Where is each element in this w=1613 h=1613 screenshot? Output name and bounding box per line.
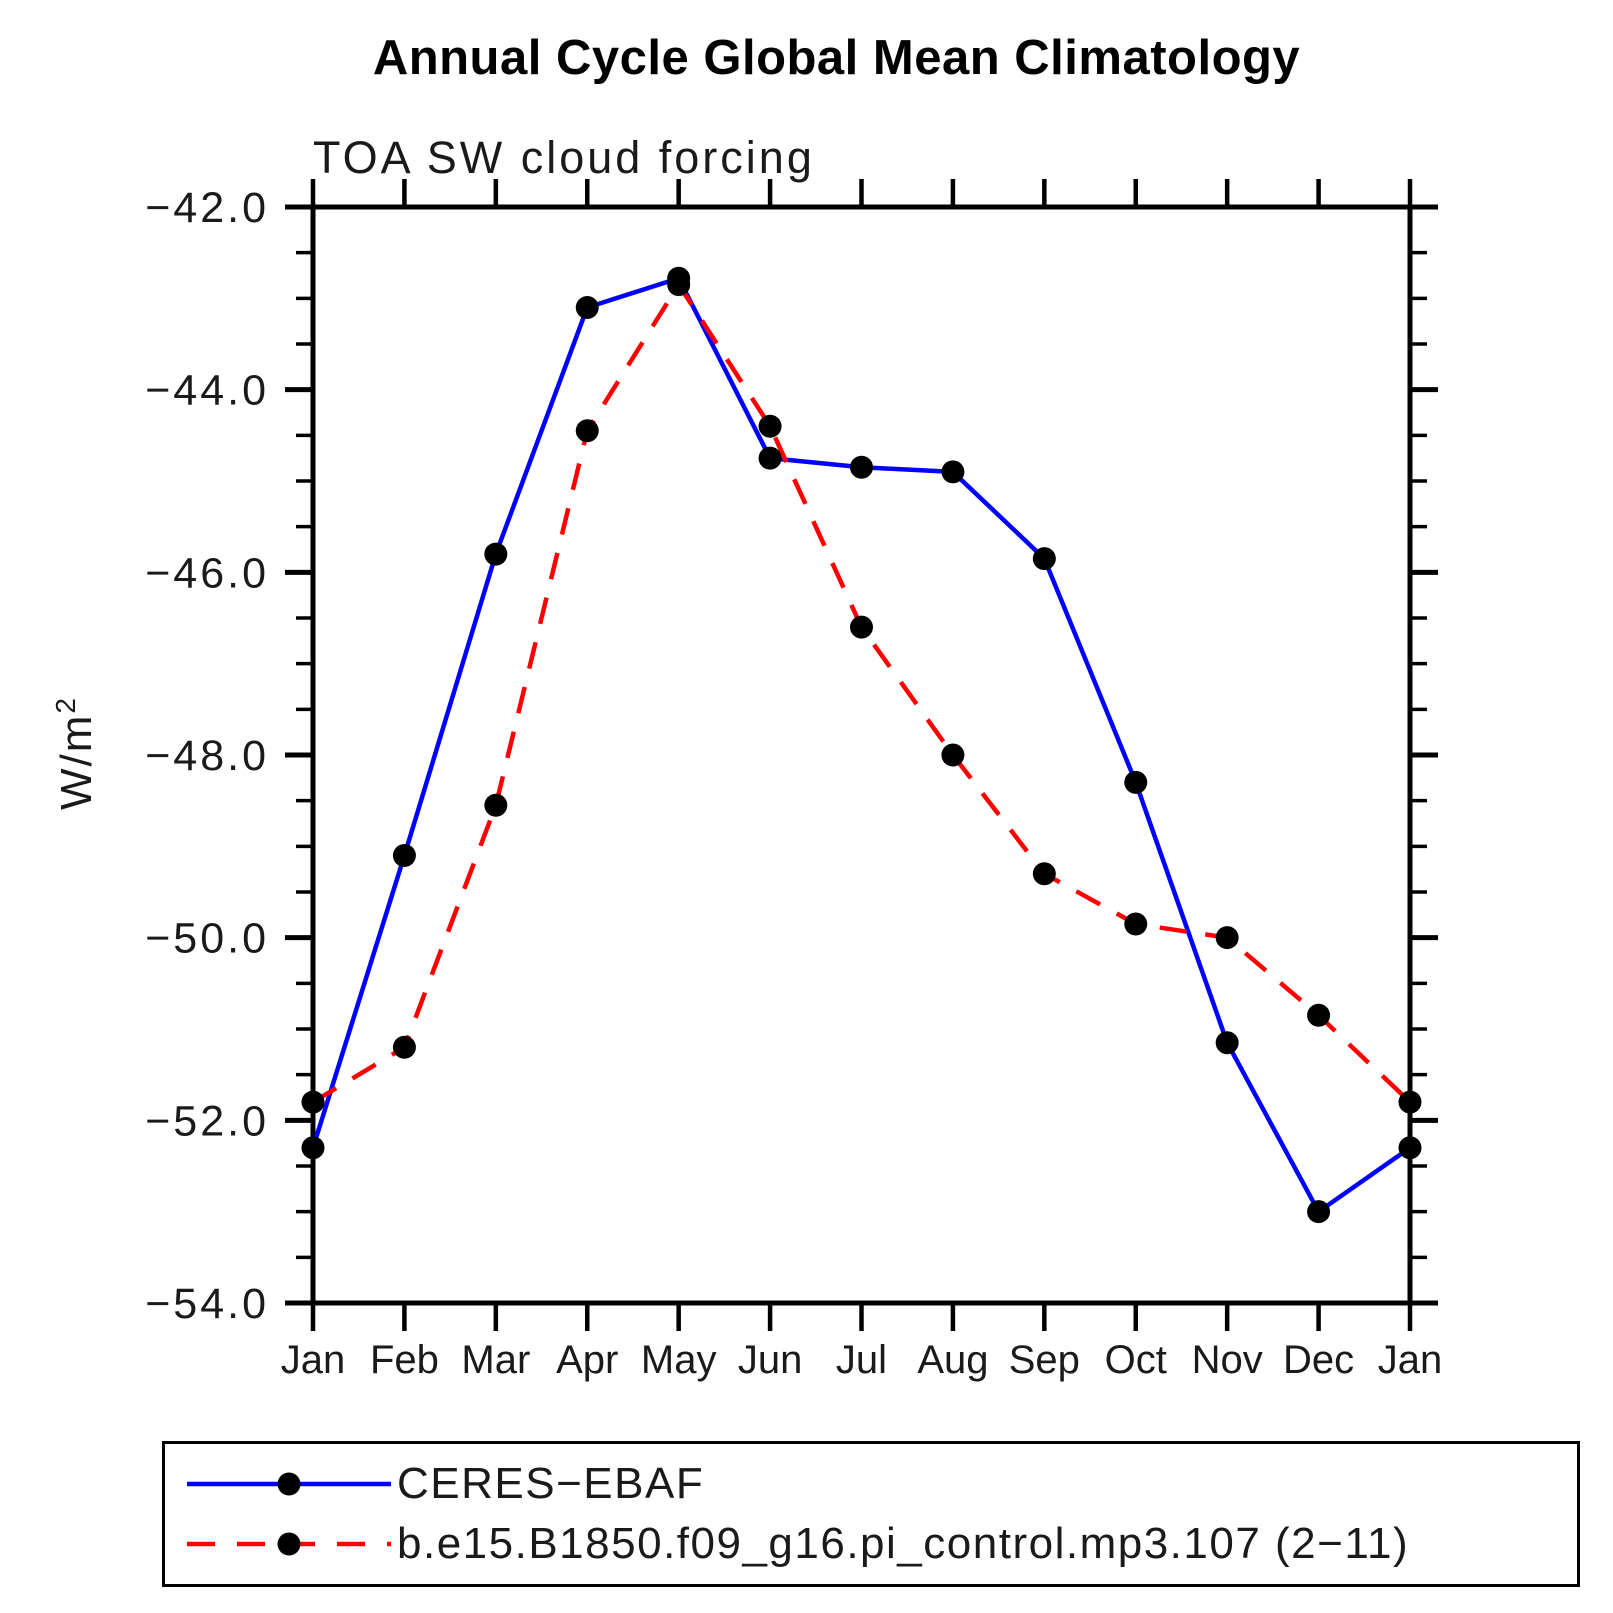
data-point-marker-series-1: [301, 1090, 325, 1114]
data-point-marker-series-1: [392, 1035, 416, 1059]
x-tick-label: Nov: [1192, 1338, 1263, 1382]
y-tick-label: −54.0: [145, 1280, 269, 1328]
data-point-marker-series-0: [301, 1136, 325, 1160]
x-tick-label: Jan: [1378, 1338, 1443, 1382]
legend-sample-dashed-line-icon: [187, 1532, 391, 1556]
series-line-1: [311, 282, 1412, 1104]
legend-label-observation: CERES−EBAF: [397, 1459, 705, 1508]
x-tick-label: Aug: [917, 1338, 988, 1382]
x-tick-label: Jun: [738, 1338, 803, 1382]
data-point-marker-series-0: [1124, 770, 1148, 794]
legend-item-observation: CERES−EBAF: [185, 1459, 1577, 1508]
chart-title: Annual Cycle Global Mean Climatology: [372, 31, 1301, 85]
data-point-marker-series-0: [484, 542, 508, 566]
series-line-0: [310, 275, 1412, 1214]
data-point-marker-series-1: [1398, 1090, 1422, 1114]
y-tick-label: −52.0: [145, 1097, 269, 1145]
x-tick-label: Dec: [1283, 1338, 1354, 1382]
x-tick-label: Sep: [1009, 1338, 1080, 1382]
x-tick-label: Apr: [556, 1338, 618, 1382]
data-point-marker-series-1: [941, 743, 965, 767]
chart-subtitle: TOA SW cloud forcing: [313, 132, 815, 183]
data-point-marker-series-1: [484, 793, 508, 817]
data-point-marker-series-1: [1032, 862, 1056, 886]
data-point-marker-series-0: [941, 460, 965, 484]
data-point-marker-series-1: [1124, 912, 1148, 936]
data-point-marker-series-0: [758, 446, 782, 470]
y-tick-label: −48.0: [145, 732, 269, 780]
data-point-marker-series-0: [1398, 1136, 1422, 1160]
plot-frame: [310, 204, 1413, 1306]
x-tick-label: Mar: [461, 1338, 530, 1382]
legend-label-model: b.e15.B1850.f09_g16.pi_control.mp3.107 (…: [397, 1519, 1410, 1568]
data-point-marker-series-1: [575, 419, 599, 443]
data-point-marker-series-1: [850, 615, 873, 639]
y-tick-label: −50.0: [145, 915, 269, 963]
data-point-marker-series-1: [758, 414, 782, 438]
data-point-marker-series-0: [850, 455, 873, 479]
y-tick-label: −42.0: [145, 184, 269, 232]
legend-item-model: b.e15.B1850.f09_g16.pi_control.mp3.107 (…: [185, 1519, 1577, 1568]
data-point-marker-series-0: [575, 295, 599, 319]
x-tick-label: Feb: [370, 1338, 439, 1382]
legend: CERES−EBAF b.e15.B1850.f09_g16.pi_contro…: [162, 1441, 1580, 1587]
x-tick-label: Jan: [281, 1338, 346, 1382]
data-point-marker-series-0: [1215, 1031, 1239, 1055]
x-tick-label: Jul: [836, 1338, 887, 1382]
data-point-marker-series-0: [1032, 547, 1056, 571]
legend-sample-solid-line-icon: [187, 1472, 391, 1496]
x-tick-label: Oct: [1105, 1338, 1167, 1382]
data-point-marker-series-1: [667, 273, 691, 297]
y-tick-label: −44.0: [145, 367, 269, 415]
data-point-marker-series-0: [1307, 1200, 1331, 1224]
data-point-marker-series-1: [1215, 926, 1239, 950]
y-tick-label: −46.0: [145, 549, 269, 597]
data-point-marker-series-0: [392, 843, 416, 867]
x-tick-label: May: [641, 1338, 717, 1382]
data-point-marker-series-1: [1307, 1003, 1331, 1027]
